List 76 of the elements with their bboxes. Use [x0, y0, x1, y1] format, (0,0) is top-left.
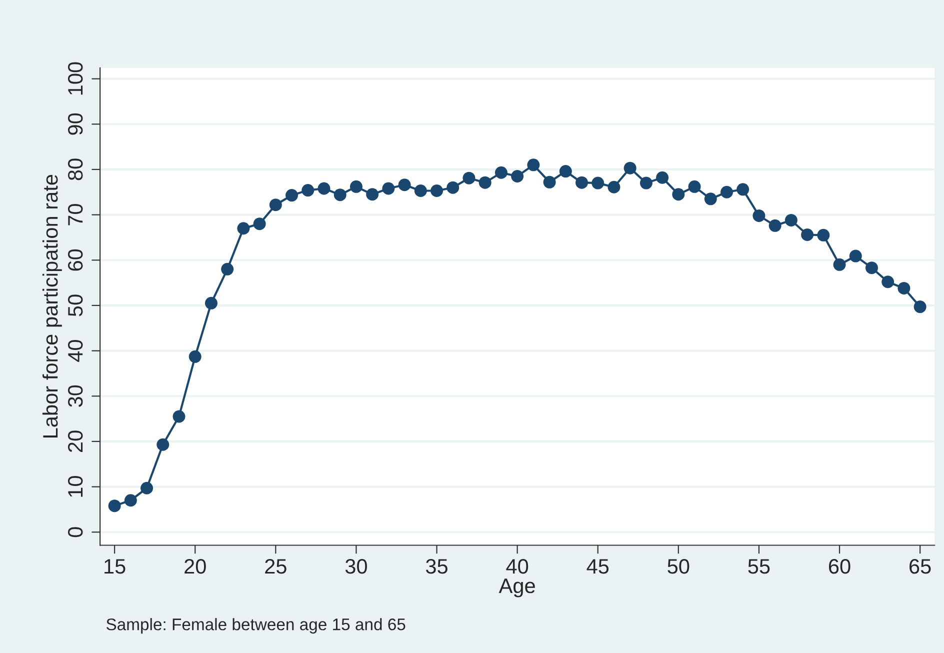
- y-tick-label: 70: [68, 204, 83, 226]
- point: [140, 482, 154, 494]
- point: [398, 178, 411, 192]
- y-tick-label: 100: [68, 62, 83, 95]
- point: [704, 192, 717, 206]
- x-tick-label: 15: [104, 559, 126, 574]
- y-tick-label: 30: [68, 385, 83, 407]
- point: [672, 188, 685, 201]
- point: [624, 162, 636, 174]
- point: [608, 180, 620, 194]
- point: [334, 188, 346, 202]
- y-tick-label: 0: [68, 527, 83, 538]
- point: [188, 350, 202, 363]
- point: [494, 166, 508, 179]
- point: [784, 214, 798, 226]
- x-tick-label: 20: [184, 559, 206, 574]
- point: [446, 181, 460, 194]
- x-tick-label: 25: [265, 559, 286, 574]
- point: [221, 262, 234, 276]
- x-axis-title: Age: [498, 578, 535, 598]
- point: [269, 198, 282, 212]
- x-tick-label: 65: [910, 559, 931, 574]
- point: [462, 172, 476, 184]
- point: [720, 186, 733, 198]
- point: [752, 209, 766, 222]
- point: [478, 176, 492, 189]
- point: [527, 158, 540, 172]
- point: [736, 183, 750, 196]
- point: [318, 182, 330, 195]
- point: [172, 410, 186, 423]
- point: [801, 228, 814, 241]
- y-tick-label: 50: [68, 294, 83, 316]
- point: [882, 276, 894, 288]
- point: [204, 296, 218, 310]
- point: [414, 184, 427, 198]
- y-tick-label: 40: [68, 340, 83, 362]
- point: [640, 176, 652, 190]
- point: [656, 171, 669, 184]
- point: [914, 300, 926, 314]
- x-tick-label: 35: [426, 559, 448, 574]
- x-tick-label: 45: [586, 559, 609, 574]
- point: [576, 176, 588, 189]
- point: [768, 219, 782, 232]
- point: [366, 188, 379, 201]
- point: [865, 262, 878, 274]
- point: [592, 176, 604, 190]
- point: [156, 438, 170, 451]
- point: [124, 494, 137, 507]
- point: [559, 165, 572, 178]
- x-tick-label: 50: [668, 559, 690, 574]
- point: [302, 184, 314, 197]
- point: [898, 282, 910, 294]
- point: [817, 228, 830, 242]
- y-tick-label: 60: [68, 249, 83, 271]
- point: [511, 170, 524, 183]
- y-tick-label: 10: [68, 476, 83, 497]
- point: [849, 250, 862, 262]
- point: [543, 176, 556, 188]
- point: [350, 180, 362, 193]
- point: [430, 184, 444, 198]
- x-tick-label: 30: [345, 559, 367, 574]
- point: [833, 258, 846, 271]
- point: [286, 189, 298, 202]
- point: [688, 180, 701, 193]
- point: [108, 500, 121, 512]
- x-tick-label: 55: [748, 559, 770, 574]
- point: [237, 222, 250, 235]
- y-tick-label: 80: [68, 158, 83, 180]
- point: [253, 218, 266, 230]
- y-tick-label: 90: [68, 113, 83, 135]
- y-axis-title: Labor force participation rate: [42, 174, 62, 438]
- x-tick-label: 40: [506, 559, 528, 574]
- point: [382, 182, 395, 195]
- y-tick-label: 20: [68, 430, 83, 452]
- x-tick-label: 60: [828, 559, 850, 574]
- text: Sample: Female between age 15 and 65: [106, 618, 406, 634]
